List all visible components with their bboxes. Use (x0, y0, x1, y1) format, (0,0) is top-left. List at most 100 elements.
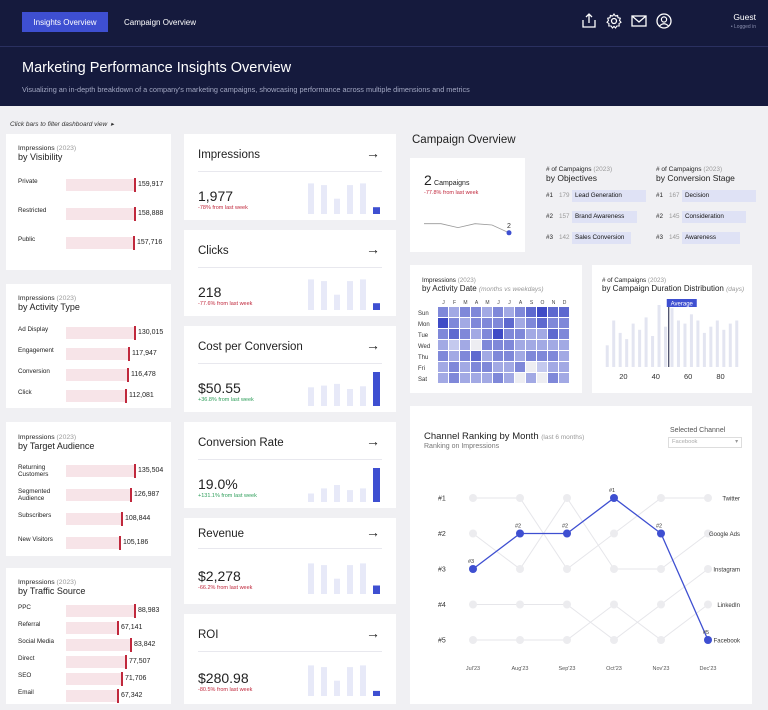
hbar-bar[interactable] (66, 179, 134, 191)
divider (198, 651, 382, 652)
sparkline-bars (308, 279, 380, 310)
background-point (469, 529, 477, 538)
hbar-row[interactable]: Conversion 116,478 (18, 368, 165, 382)
objectives-panel: # of Campaigns (2023) by Objectives #1 17… (546, 166, 646, 256)
hbar-row[interactable]: Social Media 83,842 (18, 638, 165, 652)
hbar-bar[interactable] (66, 327, 134, 339)
tag-bar[interactable]: Decision (682, 190, 756, 202)
arrow-right-icon[interactable]: → (366, 524, 380, 540)
heatmap-cell (449, 307, 459, 317)
arrow-right-icon[interactable]: → (366, 241, 380, 257)
tag-rank: #2 (656, 213, 664, 220)
tag-bar[interactable]: Lead Generation (572, 190, 646, 202)
tag-bar[interactable]: Sales Conversion (572, 232, 631, 244)
metric-card-impressions[interactable]: Impressions → 1,977 -78% from last week (184, 134, 396, 220)
hbar-marker (125, 389, 127, 403)
share-icon[interactable] (580, 12, 598, 30)
trend-last-label: 2 (507, 223, 511, 230)
channel-ranking-card: Channel Ranking by Month (last 6 months)… (410, 406, 752, 704)
mail-icon[interactable] (630, 12, 648, 30)
hbar-row[interactable]: Subscribers 108,844 (18, 512, 165, 526)
hbar-value: 126,987 (134, 491, 160, 498)
hbar-bar[interactable] (66, 489, 130, 501)
hbar-bar[interactable] (66, 537, 119, 549)
heatmap-cell (482, 307, 492, 317)
hbar-bar[interactable] (66, 622, 117, 634)
card-kicker: Impressions (2023) (18, 295, 77, 302)
user-status: • Logged in (730, 24, 756, 30)
hbar-row[interactable]: Restricted 158,888 (18, 207, 165, 221)
hbar-row[interactable]: Email 67,342 (18, 689, 165, 703)
hbar-row[interactable]: Ad Display 130,015 (18, 326, 165, 340)
hbar-row[interactable]: Click 112,081 (18, 389, 165, 403)
tab-insights-overview[interactable]: Insights Overview (22, 12, 108, 32)
tag-bar[interactable]: Awareness (682, 232, 740, 244)
metric-title: Cost per Conversion (198, 341, 303, 353)
metric-card-roi[interactable]: ROI → $280.98 -80.5% from last week (184, 614, 396, 704)
hbar-row[interactable]: Public 157,716 (18, 236, 165, 250)
spark-bar (321, 565, 327, 594)
hbar-row[interactable]: Private 159,917 (18, 178, 165, 192)
hbar-row[interactable]: SEO 71,706 (18, 672, 165, 686)
hbar-row[interactable]: PPC 88,983 (18, 604, 165, 618)
divider (198, 459, 382, 460)
hbar-marker (128, 347, 130, 361)
metric-delta: +36.8% from last week (198, 397, 254, 403)
arrow-right-icon[interactable]: → (366, 625, 380, 641)
metric-card-clicks[interactable]: Clicks → 218 -77.6% from last week (184, 230, 396, 316)
duration-bin (735, 320, 739, 367)
metric-card-cost-per-conversion[interactable]: Cost per Conversion → $50.55 +36.8% from… (184, 326, 396, 412)
metric-card-conversion-rate[interactable]: Conversion Rate → 19.0% +131.1% from las… (184, 422, 396, 508)
tag-count: 167 (669, 192, 680, 199)
hbar-bar[interactable] (66, 656, 125, 668)
hbar-bar[interactable] (66, 639, 130, 651)
heatmap-cell (449, 351, 459, 361)
hbar-marker (134, 326, 136, 340)
hbar-value: 71,706 (125, 675, 147, 682)
hbar-bar[interactable] (66, 605, 134, 617)
selected-channel-dropdown[interactable]: Facebook ▾ (668, 437, 742, 448)
duration-bin (715, 320, 719, 367)
hbar-bar[interactable] (66, 208, 134, 220)
hbar-row[interactable]: Engagement 117,947 (18, 347, 165, 361)
hbar-row[interactable]: Segmented Audience 126,987 (18, 488, 165, 502)
heatmap-cell (537, 362, 547, 372)
hbar-bar[interactable] (66, 390, 125, 402)
user-icon[interactable] (655, 12, 673, 30)
hbar-row[interactable]: New Visitors 105,186 (18, 536, 165, 550)
hbar-bar[interactable] (66, 465, 134, 477)
metric-title: Clicks (198, 245, 229, 257)
heatmap-cell (438, 362, 448, 372)
hbar-bar[interactable] (66, 513, 121, 525)
campaign-count: 2 (424, 172, 432, 188)
hbar-marker (134, 207, 136, 221)
hbar-bar[interactable] (66, 348, 128, 360)
hbar-row[interactable]: Direct 77,507 (18, 655, 165, 669)
hbar-marker (121, 512, 123, 526)
metric-card-revenue[interactable]: Revenue → $2,278 -66.2% from last week (184, 518, 396, 604)
hbar-bar[interactable] (66, 369, 127, 381)
chevron-down-icon: ▾ (735, 439, 738, 445)
tag-bar[interactable]: Consideration (682, 211, 746, 223)
arrow-right-icon[interactable]: → (366, 337, 380, 353)
hbar-label: Click (18, 389, 32, 396)
metric-title: Revenue (198, 528, 245, 540)
heatmap-month-label: O (541, 300, 545, 306)
hbar-row[interactable]: Returning Customers 135,504 (18, 464, 165, 478)
month-label: Jul'23 (466, 666, 480, 672)
hbar-row[interactable]: Referral 67,141 (18, 621, 165, 635)
hbar-label: Conversion (18, 368, 50, 375)
trend-line (424, 223, 510, 234)
arrow-right-icon[interactable]: → (366, 433, 380, 449)
tag-bar[interactable]: Brand Awareness (572, 211, 637, 223)
hbar-bar[interactable] (66, 673, 121, 685)
hbar-bar[interactable] (66, 237, 133, 249)
metric-title: ROI (198, 629, 219, 641)
tab-campaign-overview[interactable]: Campaign Overview (124, 17, 197, 27)
selected-point-label: #2 (562, 524, 568, 530)
hbar-value: 157,716 (137, 239, 163, 246)
rank-label: #4 (438, 602, 446, 609)
arrow-right-icon[interactable]: → (366, 145, 380, 161)
gear-icon[interactable] (605, 12, 623, 30)
hbar-bar[interactable] (66, 690, 117, 702)
